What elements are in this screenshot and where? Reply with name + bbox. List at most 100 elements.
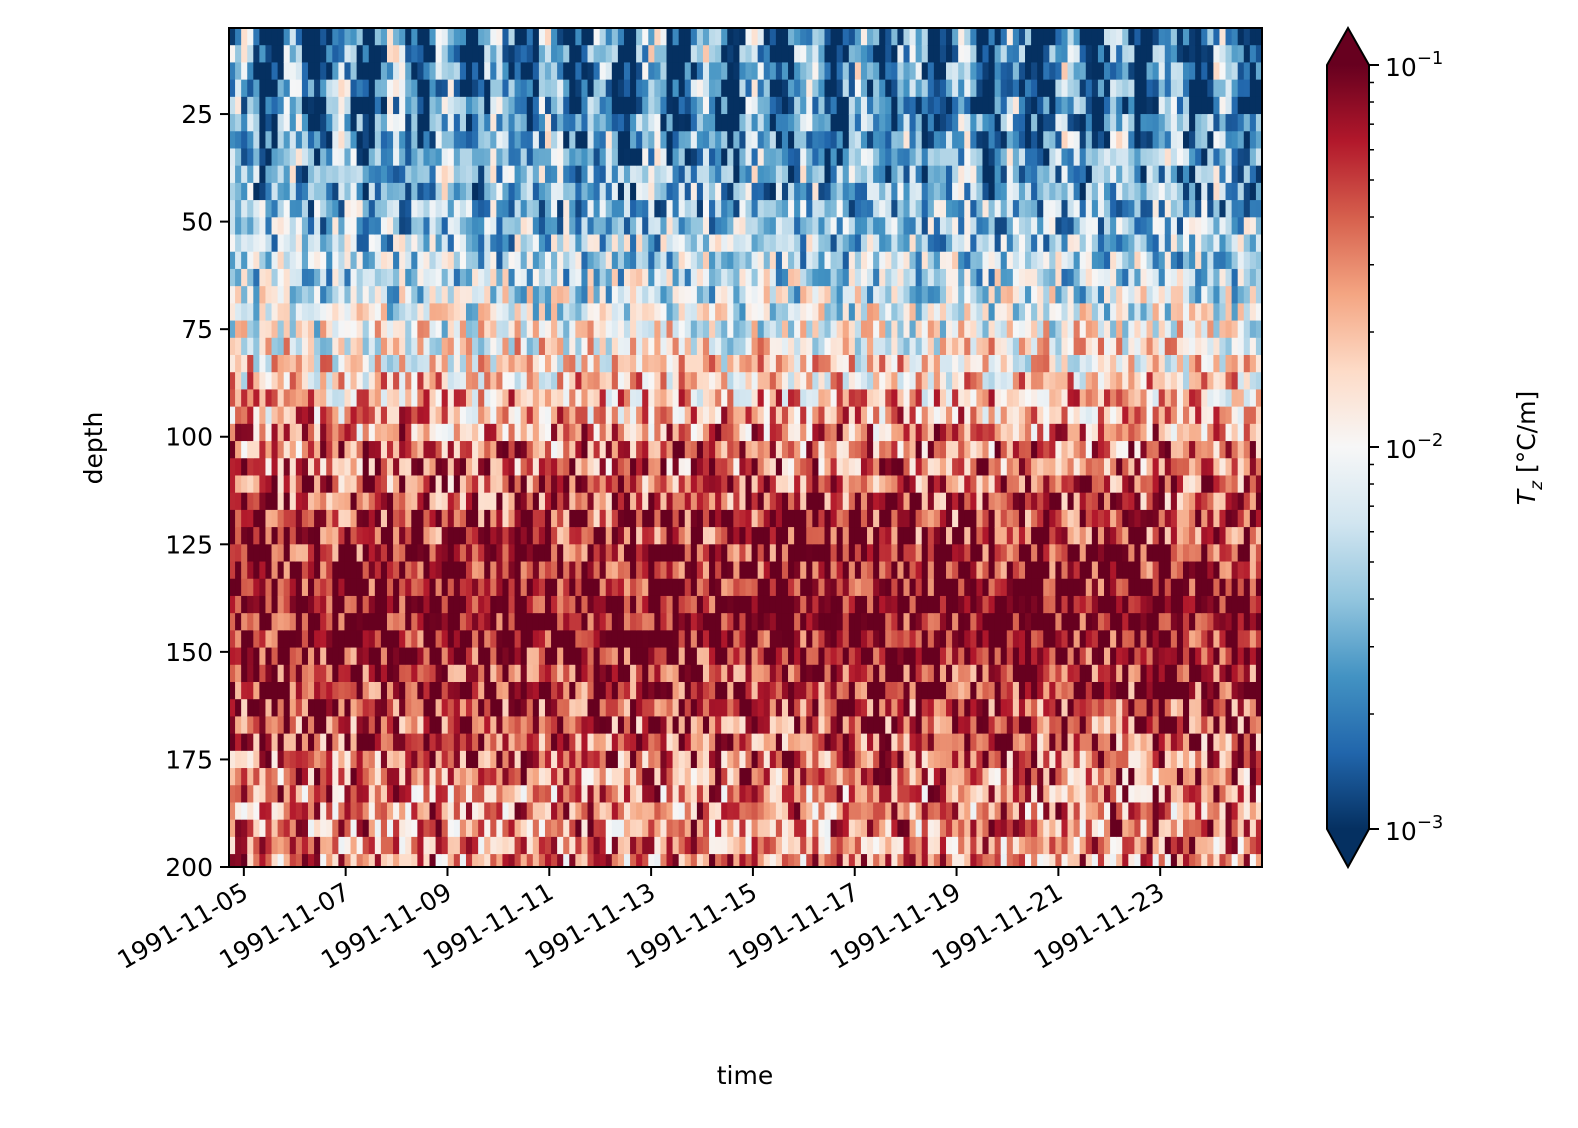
heatmap-cell bbox=[672, 217, 680, 236]
heatmap-cell bbox=[563, 854, 570, 867]
heatmap-cell bbox=[842, 114, 850, 132]
heatmap-cell bbox=[490, 527, 497, 545]
heatmap-cell bbox=[617, 630, 625, 649]
heatmap-cell bbox=[800, 613, 807, 631]
heatmap-cell bbox=[502, 750, 510, 769]
heatmap-cell bbox=[441, 664, 449, 683]
heatmap-cell bbox=[447, 819, 455, 838]
heatmap-cell bbox=[538, 268, 546, 287]
heatmap-cell bbox=[247, 337, 254, 356]
heatmap-cell bbox=[775, 595, 783, 614]
heatmap-cell bbox=[307, 182, 315, 201]
heatmap-cell bbox=[551, 664, 558, 683]
heatmap-cell bbox=[824, 148, 832, 167]
heatmap-cell bbox=[472, 630, 479, 649]
heatmap-cell bbox=[411, 389, 418, 408]
heatmap-cell bbox=[605, 819, 613, 838]
heatmap-cell bbox=[405, 337, 412, 356]
heatmap-cell bbox=[666, 131, 674, 150]
heatmap-cell bbox=[459, 217, 467, 236]
heatmap-cell bbox=[812, 785, 820, 804]
heatmap-cell bbox=[812, 28, 820, 46]
heatmap-cell bbox=[259, 647, 267, 666]
heatmap-cell bbox=[751, 303, 759, 322]
heatmap-cell bbox=[818, 406, 826, 425]
heatmap-cell bbox=[544, 182, 552, 201]
heatmap-cell bbox=[283, 458, 291, 477]
heatmap-cell bbox=[709, 79, 716, 98]
heatmap-cell bbox=[277, 750, 285, 769]
heatmap-cell bbox=[672, 527, 680, 545]
heatmap-cell bbox=[690, 320, 698, 339]
heatmap-cell bbox=[496, 217, 504, 236]
heatmap-cell bbox=[368, 802, 376, 821]
heatmap-cell bbox=[320, 492, 327, 511]
heatmap-cell bbox=[229, 96, 236, 115]
heatmap-cell bbox=[435, 561, 443, 580]
heatmap-cell bbox=[745, 423, 753, 442]
heatmap-cell bbox=[830, 613, 838, 631]
heatmap-cell bbox=[362, 475, 370, 494]
heatmap-cell bbox=[818, 509, 826, 528]
heatmap-cell bbox=[794, 320, 801, 339]
heatmap-cell bbox=[271, 509, 279, 528]
heatmap-cell bbox=[812, 854, 820, 867]
heatmap-cell bbox=[751, 62, 759, 81]
heatmap-cell bbox=[727, 441, 734, 459]
heatmap-cell bbox=[569, 286, 576, 304]
heatmap-cell bbox=[508, 79, 516, 98]
heatmap-cell bbox=[581, 613, 589, 631]
heatmap-cell bbox=[599, 613, 607, 631]
heatmap-cell bbox=[684, 733, 692, 752]
heatmap-cell bbox=[459, 630, 467, 649]
heatmap-cell bbox=[721, 96, 728, 115]
heatmap-cell bbox=[447, 354, 455, 373]
heatmap-cell bbox=[702, 475, 710, 494]
heatmap-cell bbox=[630, 578, 637, 597]
heatmap-cell bbox=[739, 475, 747, 494]
heatmap-cell bbox=[696, 354, 704, 373]
heatmap-cell bbox=[380, 131, 388, 150]
heatmap-cell bbox=[423, 750, 431, 769]
heatmap-cell bbox=[617, 561, 625, 580]
heatmap-cell bbox=[745, 527, 753, 545]
heatmap-cell bbox=[411, 165, 418, 184]
heatmap-cell bbox=[775, 647, 783, 666]
heatmap-cell bbox=[386, 251, 394, 270]
heatmap-cell bbox=[447, 148, 455, 167]
heatmap-cell bbox=[429, 131, 437, 150]
heatmap-cell bbox=[709, 527, 716, 545]
heatmap-cell bbox=[380, 578, 388, 597]
heatmap-cell bbox=[648, 286, 655, 304]
heatmap-cell bbox=[538, 389, 546, 408]
heatmap-cell bbox=[490, 681, 497, 700]
heatmap-cell bbox=[794, 819, 801, 838]
heatmap-cell bbox=[386, 836, 394, 855]
heatmap-cell bbox=[538, 613, 546, 631]
heatmap-cell bbox=[405, 750, 412, 769]
heatmap-cell bbox=[435, 768, 443, 786]
heatmap-cell bbox=[350, 630, 358, 649]
heatmap-cell bbox=[271, 303, 279, 322]
heatmap-cell bbox=[702, 28, 710, 46]
heatmap-cell bbox=[593, 561, 601, 580]
heatmap-cell bbox=[617, 458, 625, 477]
heatmap-cell bbox=[453, 337, 461, 356]
heatmap-cell bbox=[344, 96, 352, 115]
heatmap-cell bbox=[781, 217, 789, 236]
heatmap-cell bbox=[544, 234, 552, 253]
heatmap-cell bbox=[660, 836, 668, 855]
heatmap-cell bbox=[344, 785, 352, 804]
heatmap-cell bbox=[478, 354, 485, 373]
heatmap-cell bbox=[247, 28, 254, 46]
heatmap-cell bbox=[405, 251, 412, 270]
heatmap-cell bbox=[806, 423, 813, 442]
heatmap-cell bbox=[806, 79, 813, 98]
heatmap-cell bbox=[727, 182, 734, 201]
heatmap-cell bbox=[575, 96, 583, 115]
heatmap-cell bbox=[781, 544, 789, 563]
heatmap-cell bbox=[453, 733, 461, 752]
heatmap-cell bbox=[617, 234, 625, 253]
heatmap-cell bbox=[623, 768, 631, 786]
heatmap-cell bbox=[684, 234, 692, 253]
